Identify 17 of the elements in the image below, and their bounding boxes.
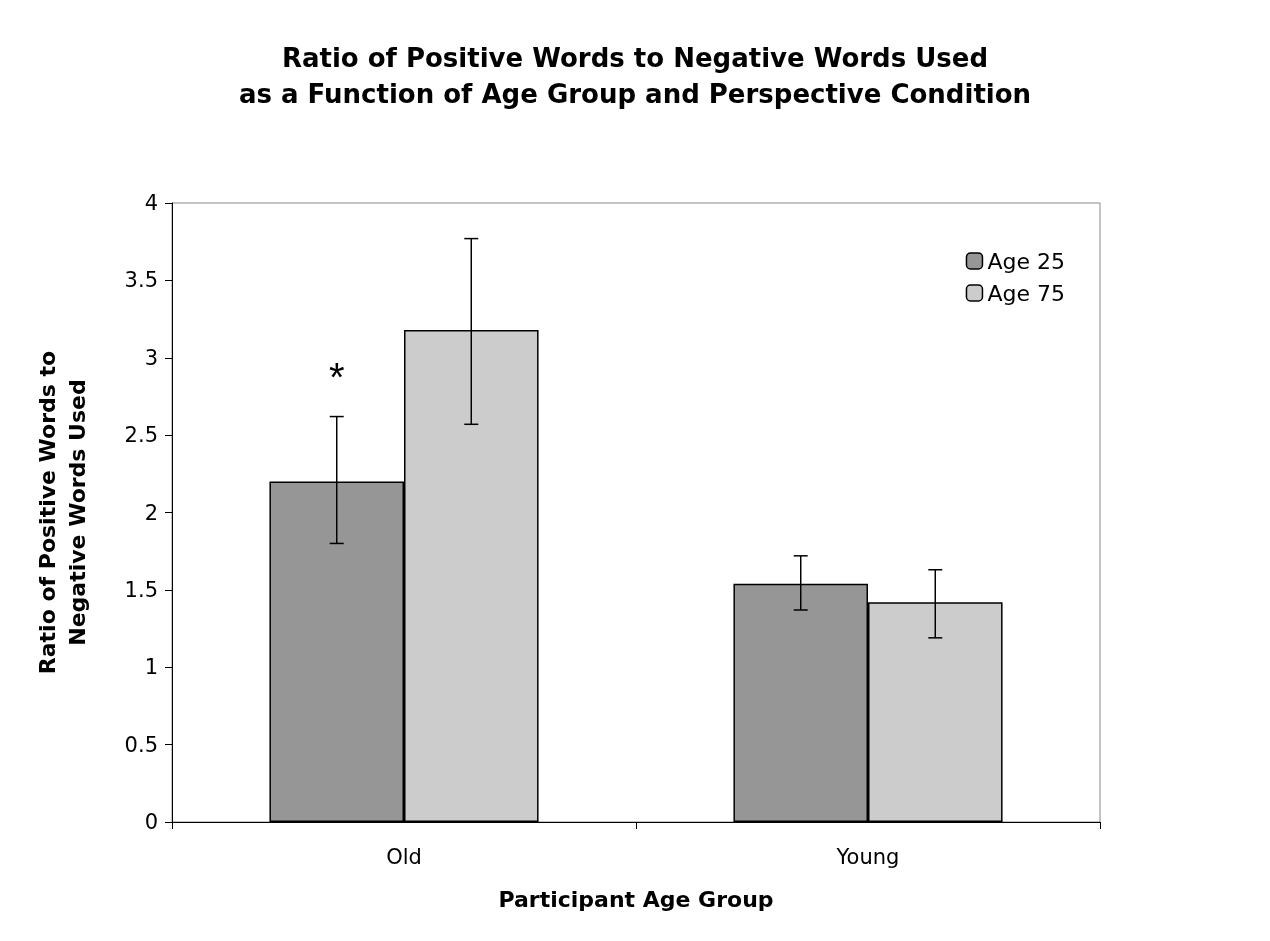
chart-title: Ratio of Positive Words to Negative Words Used as a Function of Age Group and Perspective Condition — [238, 43, 1032, 109]
y-tick-label: 0 — [144, 810, 158, 834]
y-tick-label: 1.5 — [124, 577, 158, 602]
x-axis-title: Participant Age Group — [498, 886, 774, 912]
y-tick-label: 2 — [144, 500, 158, 525]
y-tick-label: 3.5 — [124, 268, 158, 293]
y-axis-title: Ratio of Positive Words to Negative Words Used — [34, 350, 90, 675]
y-tick-label: 1 — [144, 655, 158, 680]
y-tick-label: 3 — [144, 345, 158, 370]
y-tick-label: 4 — [144, 191, 158, 215]
x-tick-label: Old — [386, 844, 422, 869]
legend-label: Age 25 — [987, 248, 1066, 274]
y-tick-label: 0.5 — [124, 732, 158, 757]
legend-label: Age 75 — [987, 280, 1066, 306]
x-tick-label: Young — [835, 844, 900, 869]
annotation: * — [328, 354, 345, 399]
y-tick-label: 2.5 — [124, 423, 158, 448]
